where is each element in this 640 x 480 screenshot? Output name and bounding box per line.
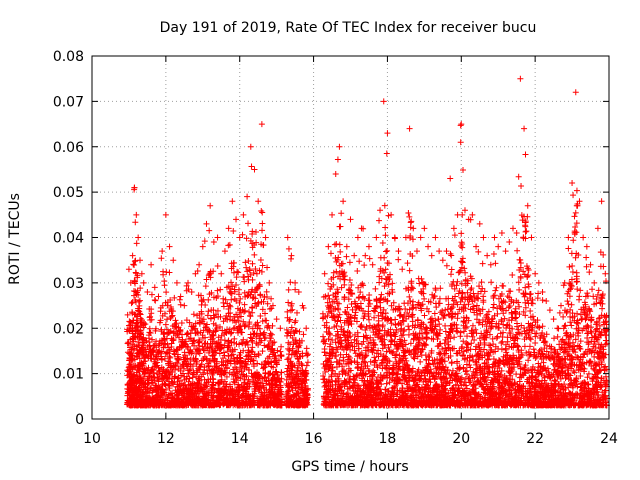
data-point: [134, 274, 141, 281]
data-point: [128, 376, 135, 383]
data-point: [132, 280, 139, 287]
data-point: [127, 279, 134, 286]
data-point: [132, 269, 139, 276]
data-point: [130, 372, 137, 379]
data-point: [133, 211, 140, 218]
data-point: [125, 322, 132, 329]
data-point: [125, 340, 132, 347]
data-point: [124, 367, 131, 374]
data-point: [125, 266, 132, 273]
grid-lines: [92, 56, 609, 419]
data-point: [131, 262, 138, 269]
data-point: [126, 363, 133, 370]
data-points: [124, 75, 611, 409]
data-point: [124, 311, 131, 318]
data-point: [128, 300, 135, 307]
data-point: [131, 258, 138, 265]
data-point: [133, 240, 140, 247]
data-point: [129, 356, 136, 363]
data-point: [134, 313, 141, 320]
data-point: [129, 252, 136, 259]
data-point: [130, 338, 137, 345]
data-point: [131, 184, 138, 191]
data-point: [127, 360, 134, 367]
data-point: [130, 261, 137, 268]
data-point: [132, 219, 139, 226]
data-point: [129, 352, 136, 359]
